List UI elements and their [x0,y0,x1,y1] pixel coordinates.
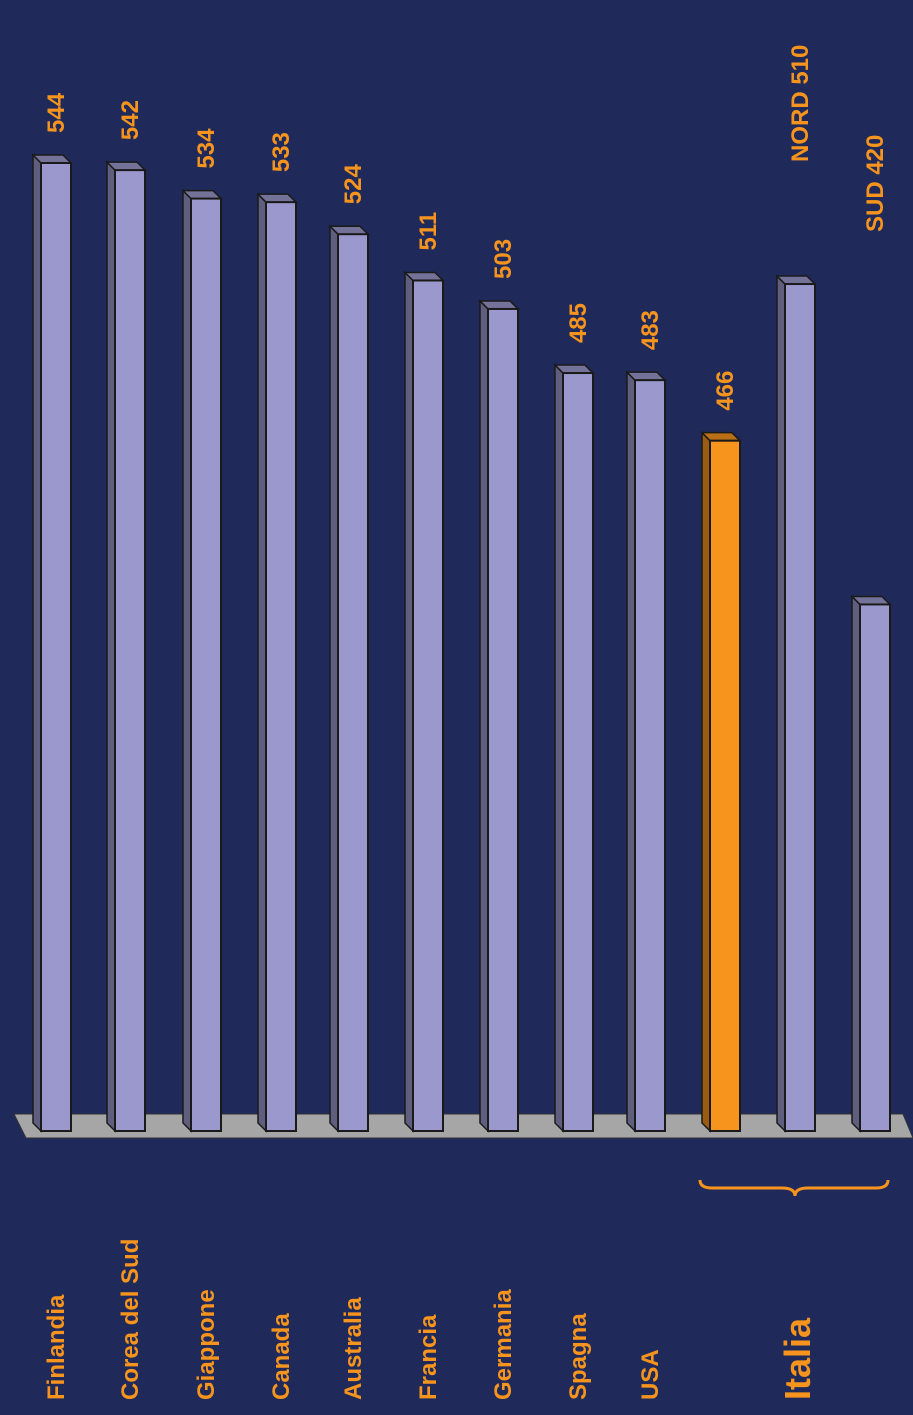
category-label-giappone: Giappone [193,1289,220,1400]
bar-side-francia [404,270,414,1133]
value-label-sud: SUD 420 [862,135,889,232]
bar-giappone [190,197,222,1133]
bars-group [31,153,892,1133]
category-label-finlandia: Finlandia [43,1294,70,1400]
category-label-australia: Australia [340,1297,367,1400]
value-label-nord: NORD 510 [787,45,814,162]
bar-finlandia [40,162,72,1132]
bar-side-corea-del-sud [106,160,116,1133]
bar-usa [634,379,666,1133]
bar-side-giappone [182,188,192,1133]
bar-australia [337,233,369,1132]
category-label-spagna: Spagna [565,1313,592,1400]
bar-corea-del-sud [114,169,146,1132]
bar-side-australia [329,224,339,1133]
value-label-finlandia: 544 [43,92,70,133]
value-label-giappone: 534 [193,128,220,169]
bar-germania [487,307,519,1132]
bar-side-canada [257,192,267,1133]
bar-sud [859,603,891,1132]
bar-canada [265,201,297,1133]
value-label-francia: 511 [415,212,442,251]
bar-side-nord [776,274,786,1133]
category-label-corea-del-sud: Corea del Sud [117,1239,144,1400]
bar-italia [709,439,741,1132]
bar-side-finlandia [32,153,42,1133]
value-label-germania: 503 [490,239,517,279]
value-label-usa: 483 [637,310,664,350]
group-label-italia: Italia [777,1317,818,1400]
italia-group-brace [698,1179,890,1197]
bar-side-germania [479,299,489,1133]
bar-side-spagna [554,363,564,1133]
bar-nord [784,283,816,1133]
category-label-usa: USA [637,1349,664,1400]
bar-side-italia [701,430,711,1133]
value-label-australia: 524 [340,164,367,205]
category-label-canada: Canada [268,1313,295,1400]
bar-spagna [562,372,594,1133]
value-label-corea-del-sud: 542 [117,100,144,140]
value-label-spagna: 485 [565,303,592,343]
category-labels-group: Finlandia Corea del Sud Giappone Canada Aust… [43,1239,818,1400]
category-label-germania: Germania [490,1289,517,1400]
chart-floor [13,1113,913,1139]
bar-side-sud [851,594,861,1133]
bar-side-usa [626,370,636,1133]
value-labels-group: 544 542 534 533 524 511 503 485 483 466 NORD 510 SU… [43,45,889,411]
category-label-francia: Francia [415,1314,442,1400]
value-label-canada: 533 [268,132,295,172]
bar-francia [412,279,444,1133]
value-label-italia: 466 [712,371,739,411]
